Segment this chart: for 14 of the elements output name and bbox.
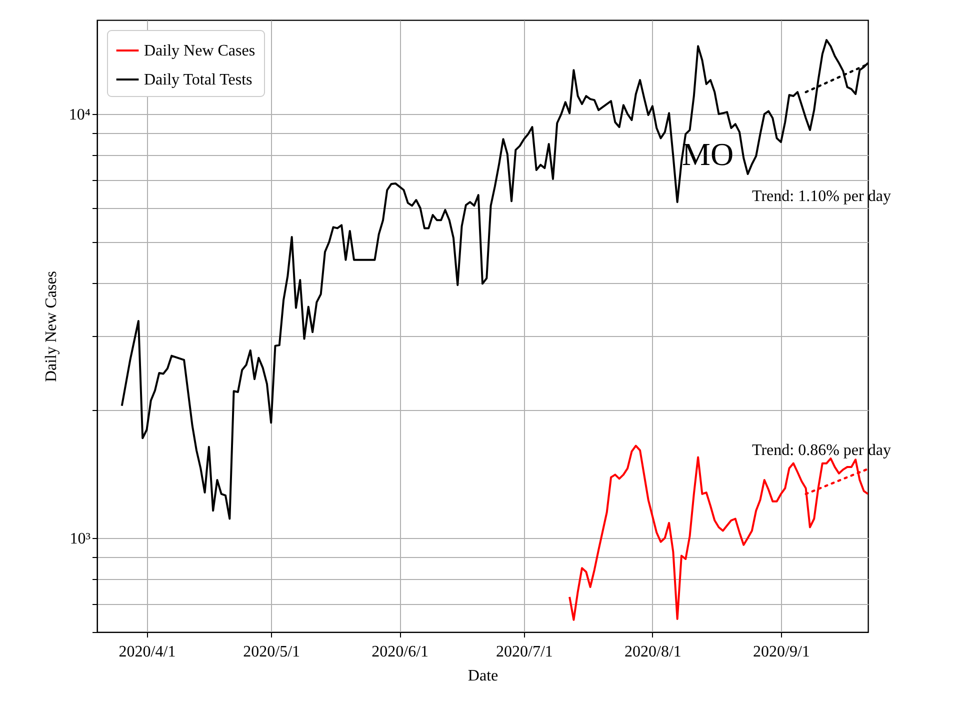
x-tick-label: 2020/9/1 — [753, 644, 810, 660]
x-tick-label: 2020/6/1 — [372, 644, 429, 660]
annotation: MO — [682, 136, 734, 172]
x-tick-label: 2020/5/1 — [243, 644, 300, 660]
line-series — [568, 444, 868, 621]
legend-label: Daily Total Tests — [144, 72, 252, 88]
legend-label: Daily New Cases — [144, 42, 256, 60]
x-tick-label: 2020/8/1 — [624, 644, 682, 660]
x-tick-label: 2020/4/1 — [118, 644, 176, 660]
x-tick-label: 2020/7/1 — [496, 644, 553, 660]
x-axis-title: Date — [468, 668, 498, 684]
y-tick-label: 10³ — [70, 530, 91, 548]
y-tick-label: 10⁴ — [68, 106, 91, 124]
y-axis-title: Daily New Cases — [42, 270, 60, 382]
